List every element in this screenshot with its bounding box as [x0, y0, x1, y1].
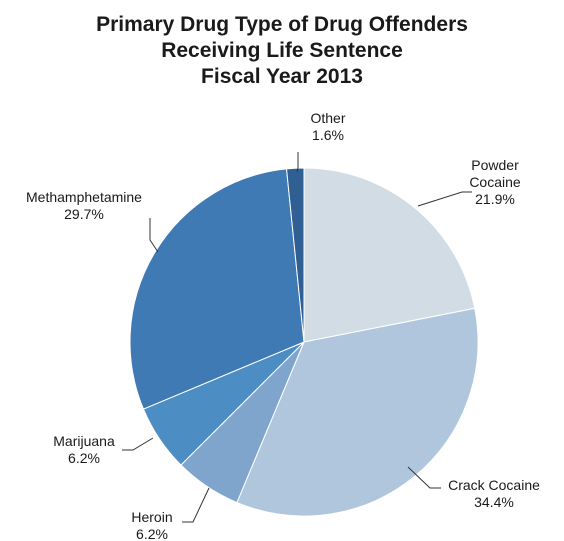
slice-label-name: Heroin: [131, 509, 172, 525]
chart-title-line-1: Primary Drug Type of Drug Offenders: [96, 13, 468, 36]
chart-title-line-3: Fiscal Year 2013: [201, 65, 363, 88]
chart-title-line-2: Receiving Life Sentence: [161, 39, 403, 62]
slice-label-name: Other: [310, 110, 345, 126]
slice-labels: Powder Cocaine 21.9% Crack Cocaine 34.4% Hero…: [26, 110, 540, 541]
slice-label-name: Cocaine: [469, 174, 521, 190]
slice-label-powder-cocaine: Powder Cocaine 21.9%: [469, 157, 521, 207]
slice-label-crack-cocaine: Crack Cocaine 34.4%: [448, 477, 540, 510]
leader-line-marijuana: [122, 437, 154, 451]
leader-line-methamphetamine: [149, 218, 159, 253]
slice-label-value: 21.9%: [475, 191, 515, 207]
pie-slices: [129, 167, 479, 517]
slice-label-value: 29.7%: [64, 206, 104, 222]
leader-line-crack-cocaine: [407, 466, 441, 489]
slice-label-name: Methamphetamine: [26, 189, 142, 205]
slice-label-methamphetamine: Methamphetamine 29.7%: [26, 189, 142, 222]
slice-label-heroin: Heroin 6.2%: [131, 509, 172, 541]
slice-label-value: 6.2%: [136, 526, 168, 541]
leader-lines: [122, 152, 472, 523]
slice-label-value: 6.2%: [68, 450, 100, 466]
slice-label-marijuana: Marijuana 6.2%: [53, 433, 115, 466]
leader-line-powder-cocaine: [417, 191, 472, 207]
leader-line-other: [296, 152, 299, 173]
slice-label-other: Other 1.6%: [310, 110, 345, 143]
slice-label-name: Crack Cocaine: [448, 477, 540, 493]
pie-slice-crack-cocaine: [236, 307, 479, 517]
leader-line-heroin: [182, 487, 210, 523]
pie-slice-powder-cocaine: [303, 167, 476, 343]
slice-label-value: 1.6%: [312, 127, 344, 143]
slice-label-value: 34.4%: [474, 494, 514, 510]
slice-label-name: Marijuana: [53, 433, 115, 449]
pie-slice-methamphetamine: [129, 168, 305, 410]
chart-title: Primary Drug Type of Drug Offenders Rece…: [96, 13, 468, 88]
pie-slice-other: [285, 167, 305, 343]
slice-label-name: Powder: [471, 157, 519, 173]
